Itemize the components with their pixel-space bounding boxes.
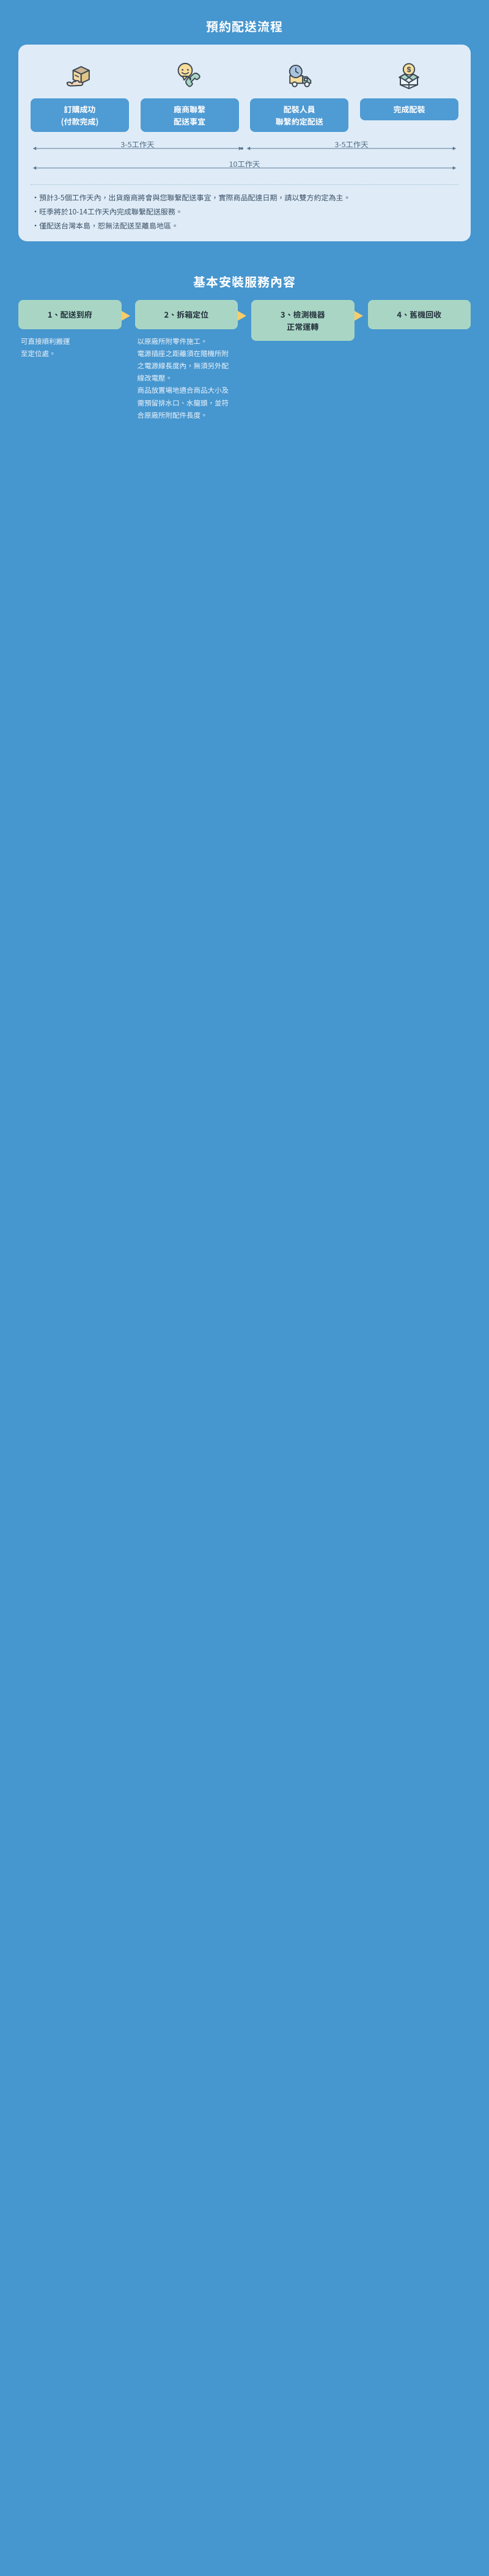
svg-text:3-5工作天: 3-5工作天 [121, 140, 155, 150]
svg-text:3-5工作天: 3-5工作天 [335, 140, 369, 150]
svg-text:10工作天: 10工作天 [229, 160, 260, 169]
svg-text:$: $ [407, 65, 411, 74]
